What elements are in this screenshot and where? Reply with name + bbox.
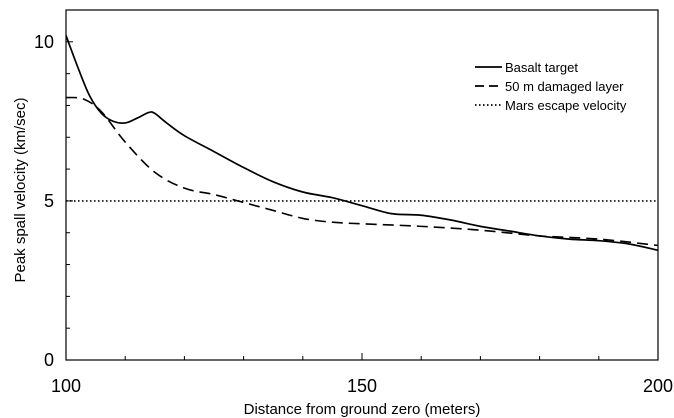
x-tick-label: 150 <box>347 376 377 396</box>
series-line-2 <box>65 96 659 247</box>
x-axis-title: Distance from ground zero (meters) <box>244 401 481 418</box>
axis-ticks <box>65 41 659 361</box>
series-line-1 <box>65 35 659 252</box>
axis-tick-labels: 0 5 10 100 150 200 <box>34 32 673 396</box>
y-tick-label: 5 <box>44 191 54 211</box>
x-tick-label: 200 <box>643 376 673 396</box>
legend-label-2: 50 m damaged layer <box>505 79 624 94</box>
x-tick-label: 100 <box>51 376 81 396</box>
legend-label-1: Basalt target <box>505 60 578 75</box>
y-tick-label: 10 <box>34 32 54 52</box>
series-layer <box>65 35 659 252</box>
legend-label-3: Mars escape velocity <box>505 98 627 113</box>
y-tick-label: 0 <box>44 350 54 370</box>
legend: Basalt target 50 m damaged layer Mars esca… <box>475 60 627 113</box>
y-axis-title: Peak spall velocity (km/sec) <box>12 97 29 282</box>
